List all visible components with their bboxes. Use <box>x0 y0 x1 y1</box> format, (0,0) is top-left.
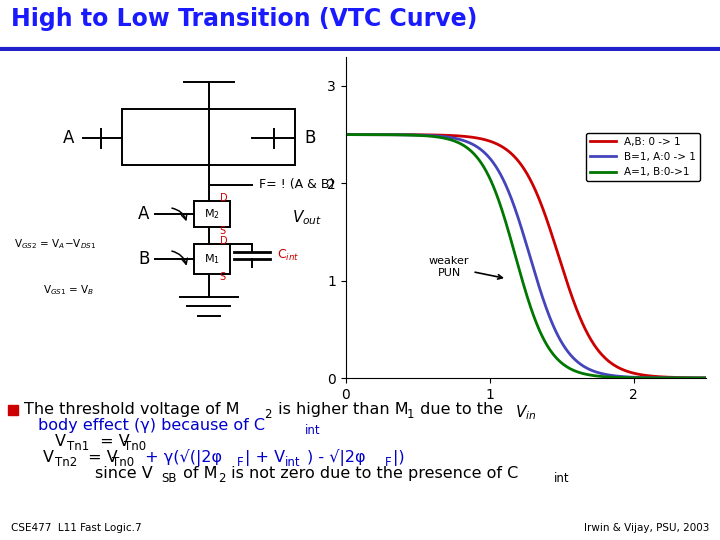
A=1, B:0->1 <box>701 375 710 381</box>
Text: of M: of M <box>178 466 217 481</box>
A,B: 0 -> 1: (2.5, 0.00119): 0 -> 1: (2.5, 0.00119) <box>701 375 710 381</box>
Text: 2: 2 <box>218 472 225 485</box>
Text: weaker
PUN: weaker PUN <box>429 256 503 279</box>
A,B: 0 -> 1: (1.47, 1.28): 0 -> 1: (1.47, 1.28) <box>554 250 562 256</box>
Text: 1: 1 <box>407 408 415 421</box>
B=1, A:0 -> 1 <box>434 133 443 139</box>
Text: Tn1: Tn1 <box>67 440 89 453</box>
A,B: 0 -> 1: (1.67, 0.486): 0 -> 1: (1.67, 0.486) <box>582 327 590 334</box>
A,B: 0 -> 1: (0.643, 2.5): 0 -> 1: (0.643, 2.5) <box>434 132 443 138</box>
Line: A,B: 0 -> 1: A,B: 0 -> 1 <box>346 134 706 378</box>
Bar <box>194 201 230 227</box>
Text: F: F <box>385 456 392 469</box>
Text: S: S <box>220 272 226 282</box>
Text: A: A <box>63 130 74 147</box>
Text: B: B <box>304 130 315 147</box>
Text: int: int <box>305 424 320 437</box>
Text: F= ! (A & B): F= ! (A & B) <box>259 178 335 191</box>
Text: V$_{GS1}$ = V$_B$: V$_{GS1}$ = V$_B$ <box>43 283 94 297</box>
A=1, B:0->1 <box>582 371 590 377</box>
Text: C$_{int}$: C$_{int}$ <box>277 248 300 263</box>
Bar <box>194 244 230 273</box>
A=1, B:0->1 <box>405 132 413 138</box>
Text: | + V: | + V <box>245 450 285 465</box>
A=1, B:0->1 <box>434 134 443 140</box>
Text: CSE477  L11 Fast Logic.7: CSE477 L11 Fast Logic.7 <box>11 523 141 533</box>
Text: S: S <box>220 226 226 235</box>
Text: Tn0: Tn0 <box>124 440 146 453</box>
Bar <box>8 405 18 415</box>
Text: Tn0: Tn0 <box>112 456 134 469</box>
Text: SB: SB <box>161 472 176 485</box>
A=1, B:0->1 <box>341 131 350 138</box>
Text: int: int <box>554 472 570 485</box>
Text: D: D <box>220 235 228 246</box>
A=1, B:0->1 <box>554 356 562 363</box>
Text: is higher than M: is higher than M <box>273 402 409 417</box>
Text: High to Low Transition (VTC Curve): High to Low Transition (VTC Curve) <box>11 8 477 31</box>
Line: B=1, A:0 -> 1: B=1, A:0 -> 1 <box>346 134 706 378</box>
Text: + γ(√(|2φ: + γ(√(|2φ <box>140 449 222 466</box>
Text: V: V <box>55 434 66 449</box>
Text: V: V <box>43 450 54 465</box>
Text: is not zero due to the presence of C: is not zero due to the presence of C <box>226 466 518 481</box>
B=1, A:0 -> 1 <box>405 132 413 138</box>
Text: int: int <box>285 456 301 469</box>
Text: A: A <box>138 205 150 223</box>
Text: = V: = V <box>95 434 130 449</box>
B=1, A:0 -> 1 <box>582 364 590 371</box>
A,B: 0 -> 1: (0.442, 2.5): 0 -> 1: (0.442, 2.5) <box>405 131 413 138</box>
Text: due to the: due to the <box>415 402 503 417</box>
B=1, A:0 -> 1 <box>612 373 621 379</box>
A=1, B:0->1 <box>504 228 513 234</box>
X-axis label: $V_{in}$: $V_{in}$ <box>515 403 536 422</box>
Text: The threshold voltage of M: The threshold voltage of M <box>24 402 240 417</box>
Text: 2: 2 <box>264 408 271 421</box>
A,B: 0 -> 1: (1.88, 0.117): 0 -> 1: (1.88, 0.117) <box>612 363 621 370</box>
Text: V$_{GS2}$ = V$_A$−V$_{DS1}$: V$_{GS2}$ = V$_A$−V$_{DS1}$ <box>14 237 96 251</box>
Bar <box>122 109 295 165</box>
Text: Irwin & Vijay, PSU, 2003: Irwin & Vijay, PSU, 2003 <box>584 523 709 533</box>
Text: ) - √|2φ: ) - √|2φ <box>307 449 366 466</box>
Text: body effect (γ) because of C: body effect (γ) because of C <box>38 418 265 433</box>
Text: Tn2: Tn2 <box>55 456 77 469</box>
Legend: A,B: 0 -> 1, B=1, A:0 -> 1, A=1, B:0->1: A,B: 0 -> 1, B=1, A:0 -> 1, A=1, B:0->1 <box>586 133 701 181</box>
Text: M$_2$: M$_2$ <box>204 207 220 221</box>
B=1, A:0 -> 1 <box>504 188 513 194</box>
Text: B: B <box>138 249 150 268</box>
A,B: 0 -> 1: (1.13, 2.33): 0 -> 1: (1.13, 2.33) <box>504 148 513 154</box>
Text: M$_1$: M$_1$ <box>204 252 220 266</box>
Text: |): |) <box>393 450 405 465</box>
Text: D: D <box>220 193 228 202</box>
Line: A=1, B:0->1: A=1, B:0->1 <box>346 134 706 378</box>
Text: F: F <box>237 456 243 469</box>
Text: since V: since V <box>95 466 153 481</box>
A,B: 0 -> 1: (0, 2.5): 0 -> 1: (0, 2.5) <box>341 131 350 138</box>
Text: = V: = V <box>83 450 118 465</box>
B=1, A:0 -> 1 <box>701 375 710 381</box>
Y-axis label: $V_{out}$: $V_{out}$ <box>292 208 323 227</box>
B=1, A:0 -> 1 <box>341 131 350 138</box>
A=1, B:0->1 <box>612 374 621 381</box>
B=1, A:0 -> 1 <box>554 332 562 339</box>
